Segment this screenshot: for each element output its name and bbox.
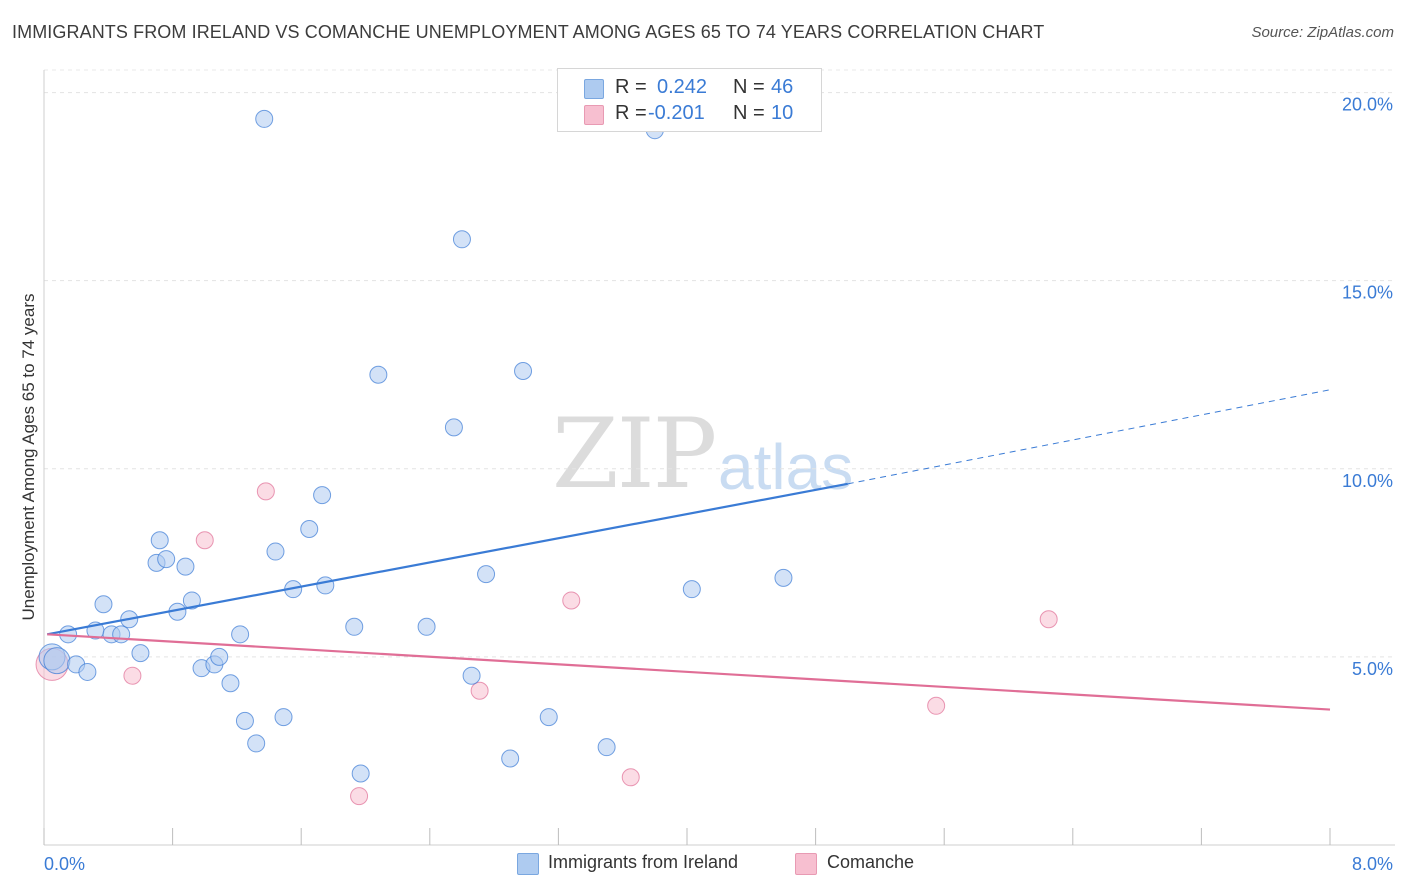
ireland-point <box>345 617 364 636</box>
correlation-legend: R = 0.242 N = 46 R = -0.201 N = 10 <box>557 68 822 132</box>
ireland-point <box>774 568 793 587</box>
ireland-point <box>210 647 229 666</box>
ireland-point <box>313 486 332 505</box>
ireland-point <box>150 531 169 550</box>
ireland-point <box>221 674 240 693</box>
legend-r-label: R = <box>615 102 647 124</box>
ireland-point <box>452 230 471 249</box>
y-tick-label: 15.0% <box>1342 283 1393 303</box>
ireland-point <box>300 519 319 538</box>
ireland-point <box>462 666 481 685</box>
ireland-point <box>182 591 201 610</box>
ireland-point <box>597 738 616 757</box>
comanche-point <box>123 666 142 685</box>
ireland-point <box>78 662 97 681</box>
legend-n-label: N = <box>733 76 765 98</box>
ireland-point <box>477 565 496 584</box>
legend-r-label: R = <box>615 76 647 98</box>
ireland-point <box>231 625 250 644</box>
ireland-point <box>514 361 533 380</box>
legend-row-comanche: R = -0.201 N = 10 <box>558 102 821 128</box>
ireland-point <box>112 625 131 644</box>
source-label: Source: ZipAtlas.com <box>1251 24 1394 41</box>
comanche-trend-line <box>47 633 1331 711</box>
bottom-legend-ireland: Immigrants from Ireland <box>548 852 739 872</box>
legend-n-value: 10 <box>771 102 794 124</box>
ireland-swatch <box>584 79 604 99</box>
ireland-point <box>266 542 285 561</box>
ireland-trend-extension <box>847 389 1331 485</box>
y-axis-title: Unemployment Among Ages 65 to 74 years <box>19 294 38 621</box>
ireland-point <box>131 644 150 663</box>
comanche-point <box>1039 610 1058 629</box>
ireland-point <box>369 365 388 384</box>
legend-r-value: 0.242 <box>657 76 708 98</box>
ireland-point <box>176 557 195 576</box>
comanche-point <box>350 787 369 806</box>
comanche-point <box>621 768 640 787</box>
ireland-point <box>316 576 335 595</box>
comanche-point <box>562 591 581 610</box>
ireland-point <box>274 708 293 727</box>
chart-title: IMMIGRANTS FROM IRELAND VS COMANCHE UNEM… <box>12 22 1045 42</box>
ireland-point <box>94 595 113 614</box>
comanche-point <box>256 482 275 501</box>
ireland-point <box>501 749 520 768</box>
ireland-point <box>247 734 266 753</box>
comanche-point <box>470 681 489 700</box>
legend-n-label: N = <box>733 102 765 124</box>
ireland-point <box>444 418 463 437</box>
x-tick-label-max: 8.0% <box>1352 854 1393 874</box>
watermark-atlas: atlas <box>718 431 854 503</box>
y-tick-label: 10.0% <box>1342 471 1393 491</box>
legend-n-value: 46 <box>771 76 794 98</box>
legend-row-ireland: R = 0.242 N = 46 <box>558 76 821 102</box>
legend-r-value: -0.201 <box>648 102 705 124</box>
bottom-legend-comanche-swatch <box>795 853 817 875</box>
comanche-point <box>195 531 214 550</box>
bottom-legend-ireland-swatch <box>517 853 539 875</box>
ireland-point <box>255 109 274 128</box>
ireland-point <box>157 550 176 569</box>
ireland-point <box>43 647 71 675</box>
x-tick-label-min: 0.0% <box>44 854 85 874</box>
comanche-point <box>927 696 946 715</box>
ireland-point <box>539 708 558 727</box>
y-tick-label: 20.0% <box>1342 95 1393 115</box>
ireland-point <box>417 617 436 636</box>
y-tick-label: 5.0% <box>1352 659 1393 679</box>
ireland-point <box>351 764 370 783</box>
ireland-trend-line <box>47 482 848 636</box>
bottom-legend-comanche: Comanche <box>827 852 915 872</box>
ireland-point <box>235 711 254 730</box>
comanche-swatch <box>584 105 604 125</box>
watermark-zip: ZIP <box>552 398 717 510</box>
ireland-point <box>682 580 701 599</box>
